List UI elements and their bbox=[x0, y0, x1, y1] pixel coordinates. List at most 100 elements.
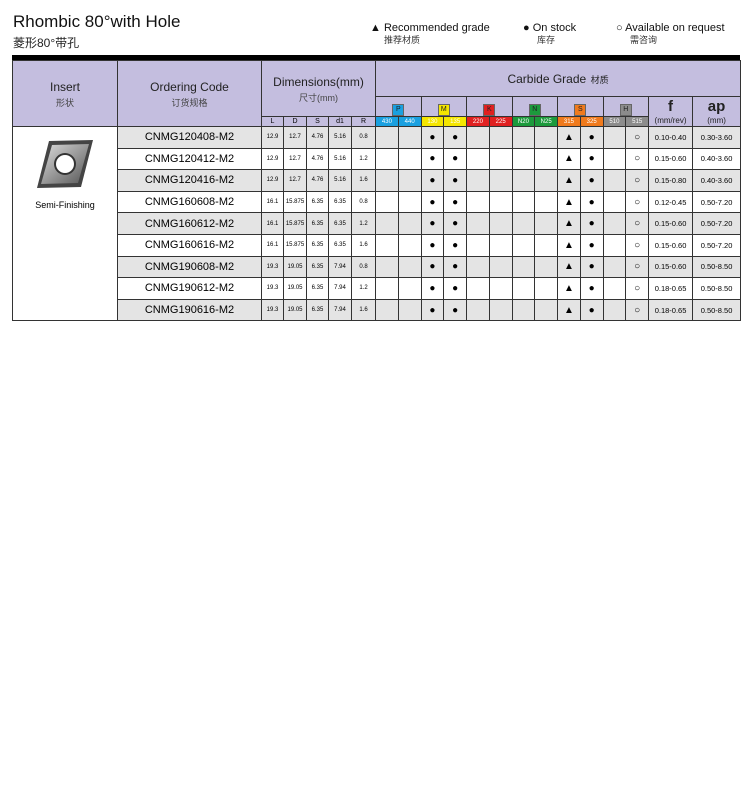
empty-cell bbox=[375, 255, 399, 279]
dimension-value: 7.94 bbox=[328, 298, 352, 322]
ap-range: 0.50-8.50 bbox=[692, 255, 742, 279]
empty-cell bbox=[511, 298, 536, 322]
table-row: CNMG190616-M2 19.3 19.05 6.35 7.94 1.6 ● ● ▲ ● ○ 0.… bbox=[13, 298, 742, 322]
dim-col-header: R bbox=[350, 116, 377, 127]
empty-cell bbox=[488, 277, 513, 300]
dimension-value: 0.8 bbox=[350, 190, 377, 214]
filled-circle-icon: ● bbox=[579, 255, 604, 279]
empty-cell bbox=[397, 255, 422, 279]
ap-range: 0.50-7.20 bbox=[692, 190, 742, 214]
ordering-code: CNMG120416-M2 bbox=[117, 169, 262, 192]
empty-cell bbox=[511, 147, 536, 171]
empty-cell bbox=[602, 147, 627, 171]
empty-cell bbox=[466, 255, 490, 279]
open-circle-icon: ○ bbox=[625, 212, 650, 235]
filled-circle-icon: ● bbox=[443, 298, 468, 322]
dimension-value: 4.76 bbox=[306, 126, 329, 149]
empty-cell bbox=[488, 212, 513, 235]
legend-label: On stock bbox=[532, 22, 577, 34]
dimension-value: 6.35 bbox=[306, 212, 329, 235]
triangle-icon: ▲ bbox=[557, 190, 581, 214]
triangle-icon: ▲ bbox=[370, 22, 381, 34]
empty-cell bbox=[466, 190, 490, 214]
table-row: CNMG190608-M2 19.3 19.05 6.35 7.94 0.8 ● ● ▲ ● ○ 0.… bbox=[13, 255, 742, 279]
ordering-code: CNMG120412-M2 bbox=[117, 147, 262, 171]
grade-col-header: 510 bbox=[602, 116, 627, 127]
filled-circle-icon: ● bbox=[420, 298, 445, 322]
dimension-value: 0.8 bbox=[350, 126, 377, 149]
legend-label-cn: 推荐材质 bbox=[384, 35, 421, 45]
empty-cell bbox=[602, 298, 627, 322]
insert-label: Semi-Finishing bbox=[35, 200, 95, 210]
feed-header: f (mm/rev) bbox=[648, 96, 694, 127]
empty-cell bbox=[488, 147, 513, 171]
legend-label-cn: 库存 bbox=[537, 35, 556, 45]
ordering-code: CNMG160608-M2 bbox=[117, 190, 262, 214]
ap-header: ap (mm) bbox=[692, 96, 742, 127]
empty-cell bbox=[602, 255, 627, 279]
dimensions-header: Dimensions(mm) 尺寸(mm) bbox=[260, 60, 377, 117]
dimension-value: 6.35 bbox=[328, 212, 352, 235]
filled-circle-icon: ● bbox=[579, 212, 604, 235]
dimension-value: 5.16 bbox=[328, 169, 352, 192]
filled-circle-icon: ● bbox=[420, 277, 445, 300]
ap-range: 0.30-3.60 bbox=[692, 126, 742, 149]
empty-cell bbox=[488, 255, 513, 279]
insert-header: Insert 形状 bbox=[12, 60, 118, 127]
dimension-value: 19.05 bbox=[283, 298, 307, 322]
filled-circle-icon: ● bbox=[443, 212, 468, 235]
dimension-value: 12.9 bbox=[261, 169, 284, 192]
filled-circle-icon: ● bbox=[420, 212, 445, 235]
dimension-value: 6.35 bbox=[306, 277, 329, 300]
filled-circle-icon: ● bbox=[579, 233, 604, 257]
triangle-icon: ▲ bbox=[557, 212, 581, 235]
empty-cell bbox=[488, 126, 513, 149]
feed-range: 0.15-0.60 bbox=[648, 233, 694, 257]
table-row: CNMG120412-M2 12.9 12.7 4.76 5.16 1.2 ● ● ▲ ● ○ 0.1… bbox=[13, 147, 742, 171]
page-title: Rhombic 80°with Hole bbox=[13, 12, 181, 31]
filled-circle-icon: ● bbox=[420, 126, 445, 149]
open-circle-icon: ○ bbox=[616, 22, 623, 34]
ordering-code: CNMG160612-M2 bbox=[117, 212, 262, 235]
material-group-n: N bbox=[511, 96, 559, 117]
ordering-code: CNMG190612-M2 bbox=[117, 277, 262, 300]
triangle-icon: ▲ bbox=[557, 233, 581, 257]
filled-circle-icon: ● bbox=[420, 233, 445, 257]
dimension-value: 7.94 bbox=[328, 277, 352, 300]
feed-range: 0.18-0.65 bbox=[648, 298, 694, 322]
empty-cell bbox=[375, 233, 399, 257]
table-row: Semi-Finishing CNMG120408-M2 12.9 12.7 4.76 5… bbox=[12, 125, 742, 322]
legend-label-cn: 需咨询 bbox=[630, 35, 658, 45]
triangle-icon: ▲ bbox=[557, 126, 581, 149]
filled-circle-icon: ● bbox=[420, 190, 445, 214]
empty-cell bbox=[488, 233, 513, 257]
page-subtitle: 菱形80°带孔 bbox=[13, 36, 80, 50]
dimension-value: 19.3 bbox=[261, 277, 284, 300]
empty-cell bbox=[466, 147, 490, 171]
open-circle-icon: ○ bbox=[625, 277, 650, 300]
dim-col-header: S bbox=[306, 116, 329, 127]
empty-cell bbox=[602, 169, 627, 192]
legend-label: Recommended grade bbox=[383, 22, 490, 34]
material-group-s: S bbox=[557, 96, 604, 117]
dimension-value: 19.05 bbox=[283, 277, 307, 300]
material-letter: S bbox=[574, 103, 587, 116]
legend-on-request: ○ Available on request 需咨询 bbox=[616, 22, 725, 46]
dimension-value: 12.9 bbox=[261, 147, 284, 171]
ap-range: 0.40-3.60 bbox=[692, 169, 742, 192]
material-group-m: M bbox=[420, 96, 468, 117]
feed-range: 0.12-0.45 bbox=[648, 190, 694, 214]
empty-cell bbox=[602, 277, 627, 300]
triangle-icon: ▲ bbox=[557, 277, 581, 300]
legend-label: Available on request bbox=[625, 22, 725, 34]
empty-cell bbox=[397, 212, 422, 235]
dimension-value: 7.94 bbox=[328, 255, 352, 279]
feed-range: 0.18-0.65 bbox=[648, 277, 694, 300]
filled-circle-icon: ● bbox=[579, 147, 604, 171]
triangle-icon: ▲ bbox=[557, 255, 581, 279]
dim-col-header: d1 bbox=[328, 116, 352, 127]
ordering-code: CNMG160616-M2 bbox=[117, 233, 262, 257]
legend-on-stock: ● On stock 库存 bbox=[523, 22, 576, 46]
feed-range: 0.15-0.60 bbox=[648, 212, 694, 235]
empty-cell bbox=[375, 169, 399, 192]
